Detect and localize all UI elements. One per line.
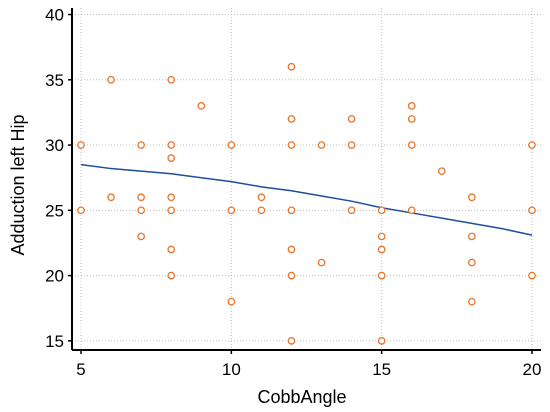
data-point (167, 75, 176, 84)
data-point (107, 193, 115, 202)
data-point (137, 193, 145, 202)
data-point (377, 337, 386, 345)
x-axis-label: CobbAngle (257, 387, 346, 407)
data-point (287, 271, 296, 280)
data-points (77, 62, 536, 345)
trend-line (80, 163, 533, 236)
data-point (468, 232, 476, 241)
data-point (377, 232, 386, 241)
data-point (287, 337, 296, 345)
data-point (167, 206, 176, 215)
data-point (167, 154, 176, 162)
data-point (167, 193, 176, 202)
data-point (167, 141, 176, 149)
data-point (407, 102, 416, 110)
data-point (407, 141, 416, 149)
y-tick-label: 25 (45, 201, 64, 220)
data-point (287, 141, 296, 149)
data-point (528, 141, 536, 149)
data-point (528, 271, 536, 280)
data-point (137, 141, 145, 149)
x-tick-label: 5 (76, 360, 85, 379)
data-point (257, 193, 266, 202)
data-point (227, 206, 236, 215)
grid-lines (72, 8, 541, 350)
data-point (287, 62, 296, 71)
y-tick-label: 40 (45, 6, 64, 25)
y-tick-labels: 15 20 25 30 35 40 (45, 6, 64, 351)
axes (68, 8, 541, 354)
x-tick-labels: 5 10 15 20 (76, 360, 541, 379)
data-point (77, 206, 85, 215)
data-point (468, 297, 476, 306)
trend-line-group (80, 163, 533, 236)
data-point (317, 258, 326, 267)
x-tick-label: 20 (523, 360, 542, 379)
data-point (377, 271, 386, 280)
data-point (167, 245, 176, 254)
data-point (257, 206, 266, 215)
data-point (407, 115, 416, 123)
data-point (77, 141, 85, 149)
data-point (137, 206, 145, 215)
y-axis-label: Adduction left Hip (8, 114, 28, 255)
data-point (287, 245, 296, 254)
y-tick-label: 35 (45, 71, 64, 90)
y-tick-label: 30 (45, 136, 64, 155)
data-point (377, 245, 386, 254)
data-point (347, 115, 356, 123)
data-point (197, 102, 206, 110)
y-tick-label: 20 (45, 267, 64, 286)
y-tick-label: 15 (45, 332, 64, 351)
data-point (407, 206, 416, 215)
data-point (468, 258, 476, 267)
data-point (137, 232, 145, 241)
data-point (347, 206, 356, 215)
data-point (437, 167, 446, 176)
data-point (317, 141, 326, 149)
data-point (287, 115, 296, 123)
data-point (287, 206, 296, 215)
data-point (528, 206, 536, 215)
data-point (347, 141, 356, 149)
data-point (468, 193, 476, 202)
data-point (107, 75, 115, 84)
data-point (227, 141, 236, 149)
data-point (167, 271, 176, 280)
x-tick-label: 15 (372, 360, 391, 379)
data-point (227, 297, 236, 306)
x-tick-label: 10 (222, 360, 241, 379)
data-point (377, 206, 386, 215)
